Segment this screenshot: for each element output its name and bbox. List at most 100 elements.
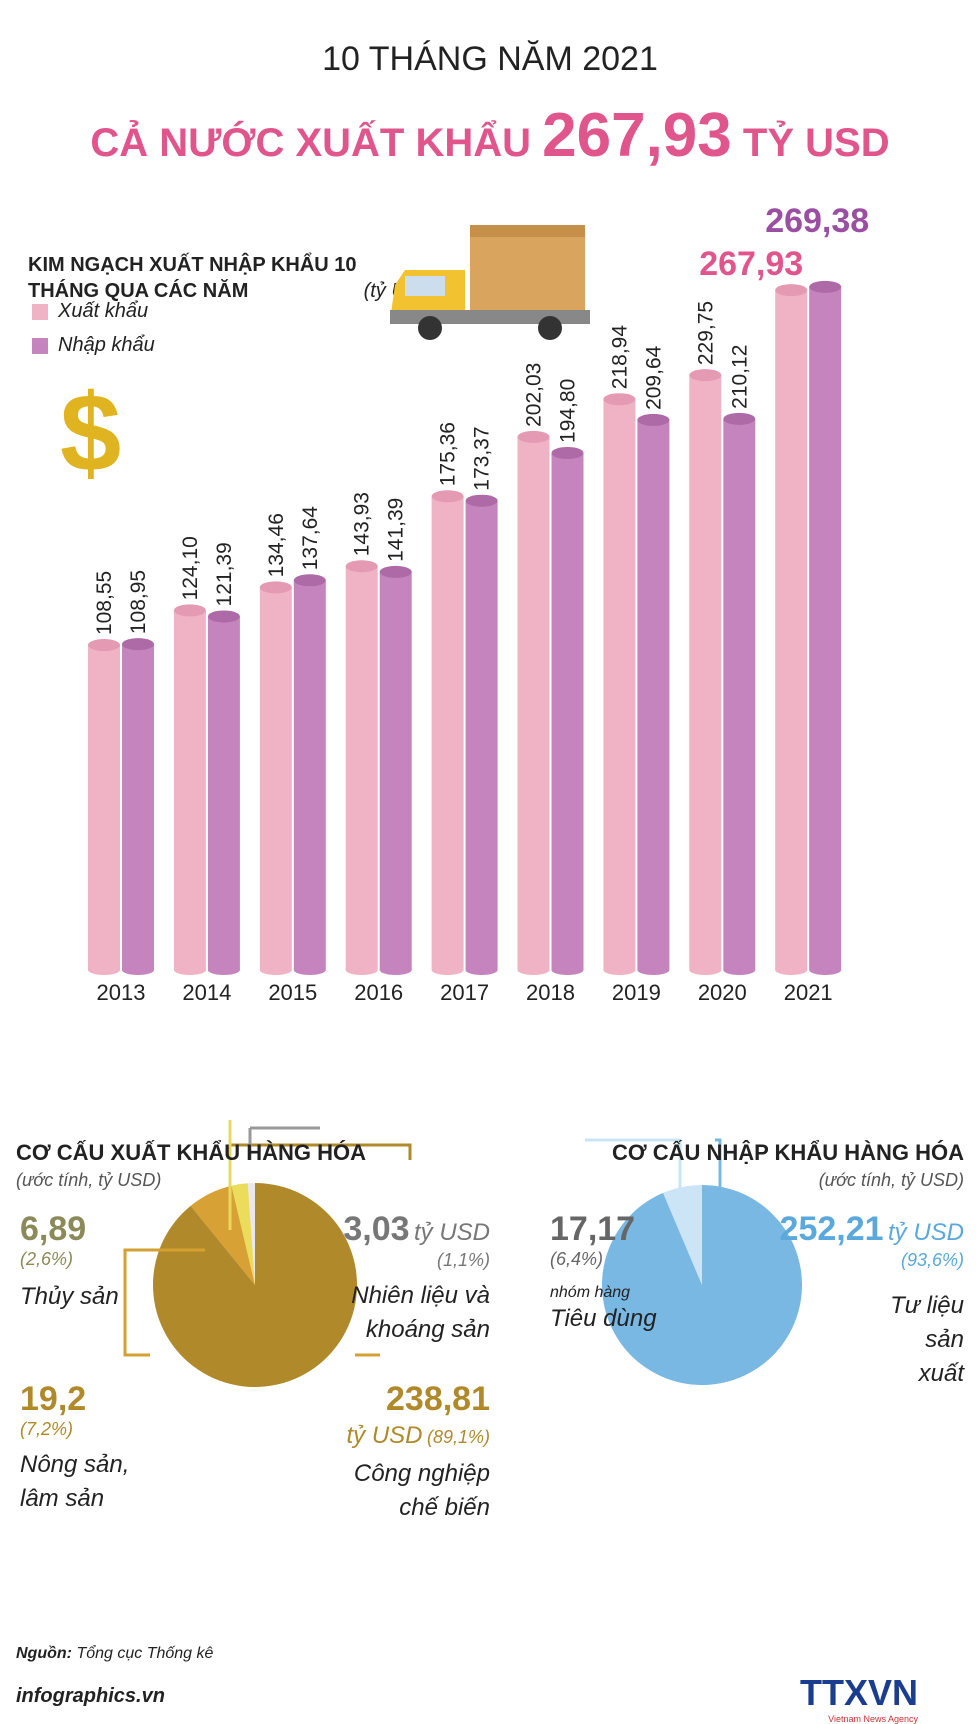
- x-tick-label: 2019: [612, 980, 661, 1000]
- leader-line: [123, 1248, 205, 1357]
- data-label: 209,64: [642, 345, 665, 410]
- data-label: 267,93: [699, 245, 803, 283]
- label: Công nghiệp chế biến: [353, 1460, 490, 1521]
- logo: TTXVN Vietnam News Agency: [800, 1672, 918, 1724]
- bar-base: [723, 965, 756, 975]
- data-label: 269,38: [765, 202, 869, 240]
- unit: tỷ USD: [413, 1219, 490, 1246]
- bar-cap: [775, 284, 808, 297]
- percent: (7,2%): [20, 1419, 74, 1439]
- bar-base: [173, 965, 206, 975]
- bar-cap: [122, 638, 154, 651]
- export-pie-title: CƠ CẤU XUẤT KHẨU HÀNG HÓA: [16, 1140, 366, 1165]
- bar-import-2019: [637, 419, 670, 970]
- bar-export-2020: [689, 375, 722, 971]
- data-label: 218,94: [608, 325, 631, 390]
- x-tick-label: 2015: [268, 980, 317, 1000]
- label: Tư liệu sản xuất: [890, 1292, 964, 1387]
- data-label: 108,55: [93, 571, 116, 635]
- legend-swatch: [32, 303, 48, 320]
- legend-export: Xuất khẩu: [32, 300, 148, 323]
- bar-cap: [465, 494, 498, 507]
- bar-cap: [88, 639, 120, 652]
- bar-cap: [517, 430, 550, 443]
- data-label: 229,75: [694, 301, 717, 365]
- bar-base: [809, 965, 842, 975]
- bar-base: [431, 965, 464, 975]
- header-line2: CẢ NƯỚC XUẤT KHẨU 267,93 TỶ USD: [0, 100, 980, 171]
- x-tick-label: 2014: [182, 980, 231, 1000]
- legend-label: Xuất khẩu: [58, 300, 149, 322]
- source: Nguồn: Tổng cục Thống kê: [16, 1645, 213, 1663]
- bar-import-2015: [293, 580, 326, 970]
- bar-base: [379, 965, 412, 975]
- label-fuel: 3,03 tỷ USD (1,1%) Nhiên liệu và khoáng …: [340, 1210, 490, 1347]
- headline-suffix: TỶ USD: [742, 121, 890, 165]
- legend-import: Nhập khẩu: [32, 334, 155, 357]
- x-tick-label: 2017: [440, 980, 489, 1000]
- bar-export-2015: [259, 587, 292, 970]
- data-label: 108,95: [127, 570, 150, 634]
- site-link[interactable]: infographics.vn: [16, 1685, 165, 1707]
- header-line1: 10 THÁNG NĂM 2021: [322, 40, 658, 78]
- bar-base: [465, 965, 498, 975]
- bar-export-2013: [88, 645, 120, 970]
- bar-base: [88, 965, 120, 975]
- data-label: 141,39: [385, 498, 408, 562]
- label-manufacturing: 238,81 tỷ USD (89,1%) Công nghiệp chế bi…: [347, 1380, 491, 1525]
- pie-slice: [231, 1183, 255, 1285]
- bar-cap: [431, 490, 464, 503]
- bar-base: [551, 965, 584, 975]
- label-agri: 19,2 (7,2%) Nông sản, lâm sản: [20, 1380, 130, 1516]
- data-label: 194,80: [557, 379, 580, 443]
- label-production: 252,21 tỷ USD (93,6%) Tư liệu sản xuất: [780, 1210, 964, 1391]
- bar-cap: [809, 280, 842, 293]
- value: 19,2: [20, 1380, 87, 1418]
- value: 6,89: [20, 1210, 87, 1248]
- label: Nông sản, lâm sản: [20, 1451, 130, 1512]
- data-label: 173,37: [471, 426, 494, 490]
- bar-cap: [551, 446, 584, 459]
- data-label: 143,93: [351, 492, 374, 556]
- bar-base: [345, 965, 378, 975]
- bar-import-2014: [207, 616, 240, 970]
- label-consumer: 17,17 (6,4%) nhóm hàng Tiêu dùng: [550, 1210, 657, 1336]
- bar-cap: [637, 413, 670, 426]
- bar-import-2013: [122, 644, 154, 970]
- headline-prefix: CẢ NƯỚC XUẤT KHẨU: [90, 121, 532, 165]
- bar-cap: [379, 565, 412, 578]
- bar-import-2021: [809, 286, 842, 970]
- export-pie-subtitle: (ước tính, tỷ USD): [16, 1170, 162, 1190]
- unit: tỷ USD: [346, 1422, 423, 1449]
- bar-import-2017: [465, 500, 498, 970]
- chart-title: KIM NGẠCH XUẤT NHẬP KHẨU 10 THÁNG QUA CÁ…: [28, 252, 440, 304]
- bar-export-2021: [775, 290, 808, 971]
- x-tick-label: 2020: [698, 980, 747, 1000]
- bar-export-2016: [345, 566, 378, 970]
- unit: tỷ USD: [887, 1219, 964, 1246]
- percent: (93,6%): [900, 1250, 964, 1270]
- value: 17,17: [550, 1210, 636, 1248]
- bar-export-2018: [517, 436, 550, 971]
- truck-icon: [390, 225, 590, 340]
- x-tick-label: 2016: [354, 980, 403, 1000]
- data-label: 210,12: [728, 345, 751, 409]
- bar-base: [122, 965, 154, 975]
- pie-slice: [153, 1183, 358, 1387]
- bar-base: [775, 965, 808, 975]
- value: 3,03: [343, 1210, 410, 1248]
- data-label: 202,03: [523, 363, 546, 427]
- data-label: 175,36: [437, 422, 460, 486]
- bar-base: [689, 965, 722, 975]
- pie-slice: [247, 1183, 255, 1285]
- bar-chart: 108,55 108,95 2013 124,10 121,39 2014 134,46 13…: [88, 202, 869, 1000]
- x-tick-label: 2013: [97, 980, 146, 1000]
- data-label: 124,10: [179, 536, 202, 600]
- pie-slice: [663, 1185, 702, 1285]
- bar-base: [517, 965, 550, 975]
- percent: (2,6%): [20, 1249, 74, 1269]
- bar-cap: [293, 574, 326, 587]
- label: Tiêu dùng: [550, 1305, 657, 1332]
- bar-base: [637, 965, 670, 975]
- bar-cap: [173, 604, 206, 617]
